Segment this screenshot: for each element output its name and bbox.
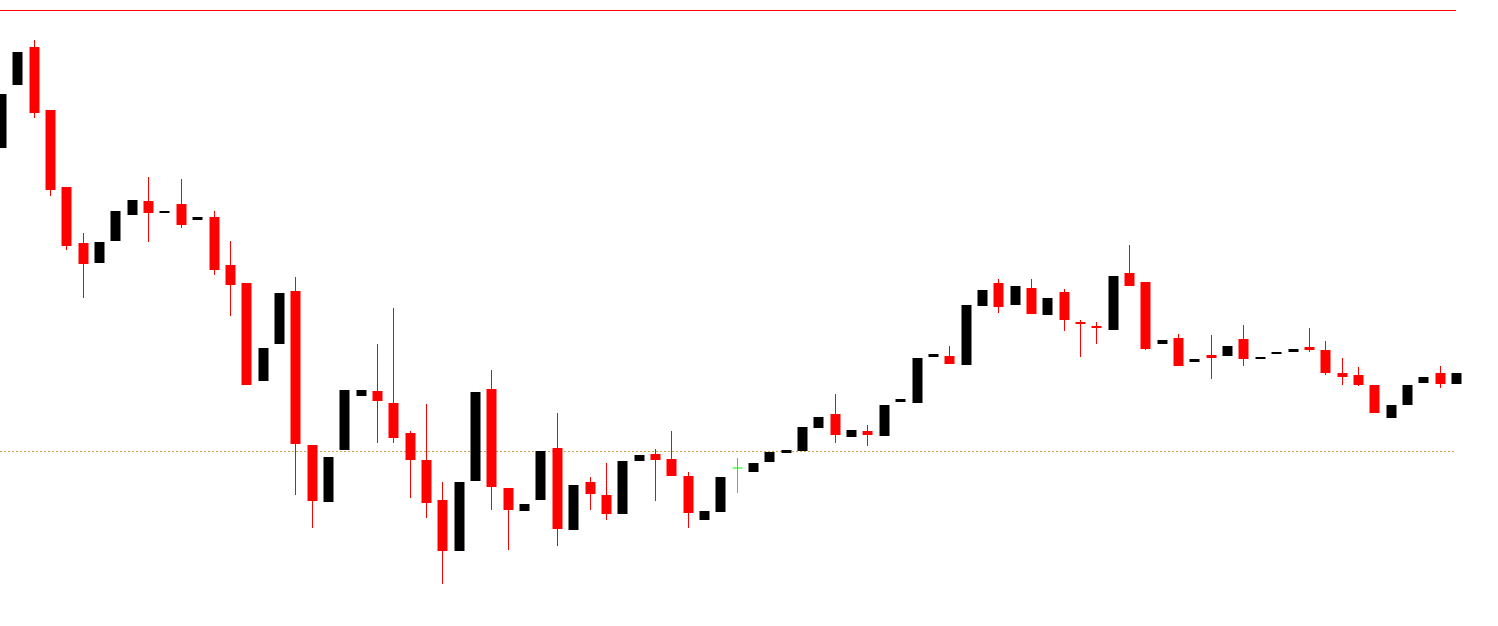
candle-body	[781, 450, 792, 453]
candle-body	[1238, 339, 1249, 359]
candle-body	[1435, 373, 1446, 384]
candle-body	[1140, 282, 1151, 349]
candle-body	[356, 390, 367, 396]
candle-body	[1271, 352, 1282, 354]
candle-body	[1010, 286, 1021, 305]
candle-body	[1386, 405, 1397, 418]
candle-body	[1369, 385, 1380, 413]
candle-body	[1206, 355, 1217, 358]
candle-body	[0, 94, 7, 148]
candle-body	[1304, 347, 1315, 350]
candle-body	[437, 500, 448, 551]
candle-body	[29, 47, 40, 113]
candle-body	[683, 476, 694, 513]
candle-body	[552, 448, 563, 529]
candle-body	[1173, 338, 1184, 366]
candle-body	[1353, 375, 1364, 385]
candle-body	[405, 433, 416, 460]
candle-body	[1451, 373, 1462, 384]
candle-body	[519, 504, 530, 511]
candle-body	[486, 389, 497, 487]
candle-body	[813, 417, 824, 428]
candle-body	[1075, 322, 1086, 324]
candle-body	[634, 455, 645, 461]
candle-body	[1418, 377, 1429, 383]
candle-body	[797, 427, 808, 451]
candle-body	[94, 242, 105, 263]
candle-body	[421, 460, 432, 503]
candle-body	[176, 204, 187, 225]
candle-body	[339, 390, 350, 450]
candle-body	[862, 431, 873, 435]
candle-body	[748, 463, 759, 472]
candle-body	[1337, 373, 1348, 377]
candle-body	[258, 348, 269, 381]
candle-body	[1157, 340, 1168, 344]
candle-body	[110, 211, 121, 241]
candle-body	[388, 403, 399, 438]
candle-body	[699, 511, 710, 520]
candle-body	[1108, 276, 1119, 330]
candle-body	[1189, 359, 1200, 362]
candle-body	[1124, 273, 1135, 286]
candle-body	[225, 265, 236, 285]
candle-body	[159, 211, 170, 213]
candle-body	[323, 457, 334, 502]
candle-body	[45, 110, 56, 190]
candle-body	[764, 452, 775, 462]
candle-body	[1091, 326, 1102, 328]
candle-body	[928, 354, 939, 357]
candle-body	[12, 52, 23, 85]
candle-body	[503, 488, 514, 510]
candle-body	[78, 243, 89, 264]
candle-body	[1059, 292, 1070, 320]
candle-body	[535, 451, 546, 500]
candle-body	[830, 414, 841, 435]
candle-body	[372, 391, 383, 401]
candle-body	[650, 454, 661, 460]
candle-body	[454, 482, 465, 551]
candle-body	[895, 399, 906, 402]
candle-body	[274, 293, 285, 344]
candle-body	[912, 358, 923, 403]
candle-body	[879, 405, 890, 436]
candle-body	[977, 290, 988, 306]
candle-body	[1255, 357, 1266, 359]
candle-body	[241, 283, 252, 385]
candle-body	[846, 430, 857, 437]
candle-body	[470, 392, 481, 481]
candle-body	[1402, 385, 1413, 405]
candle-body	[143, 201, 154, 213]
candle-body	[307, 445, 318, 501]
candle-body	[961, 305, 972, 365]
candle-body	[568, 485, 579, 530]
candle-body	[993, 283, 1004, 307]
candle-body	[290, 291, 301, 444]
candle-body	[209, 217, 220, 270]
candle-body	[127, 200, 138, 215]
candle-body	[1288, 349, 1299, 352]
candle-body	[61, 187, 72, 246]
candle-body	[617, 461, 628, 514]
candle-body	[944, 356, 955, 364]
candle-body	[1042, 298, 1053, 315]
candle-body	[601, 495, 612, 514]
candle-body	[1026, 288, 1037, 314]
candle-body	[715, 477, 726, 512]
candle-body	[192, 217, 203, 220]
candle-body	[1222, 346, 1233, 356]
candle-body	[1320, 350, 1331, 373]
candle-body	[585, 482, 596, 494]
candle-body	[666, 459, 677, 476]
